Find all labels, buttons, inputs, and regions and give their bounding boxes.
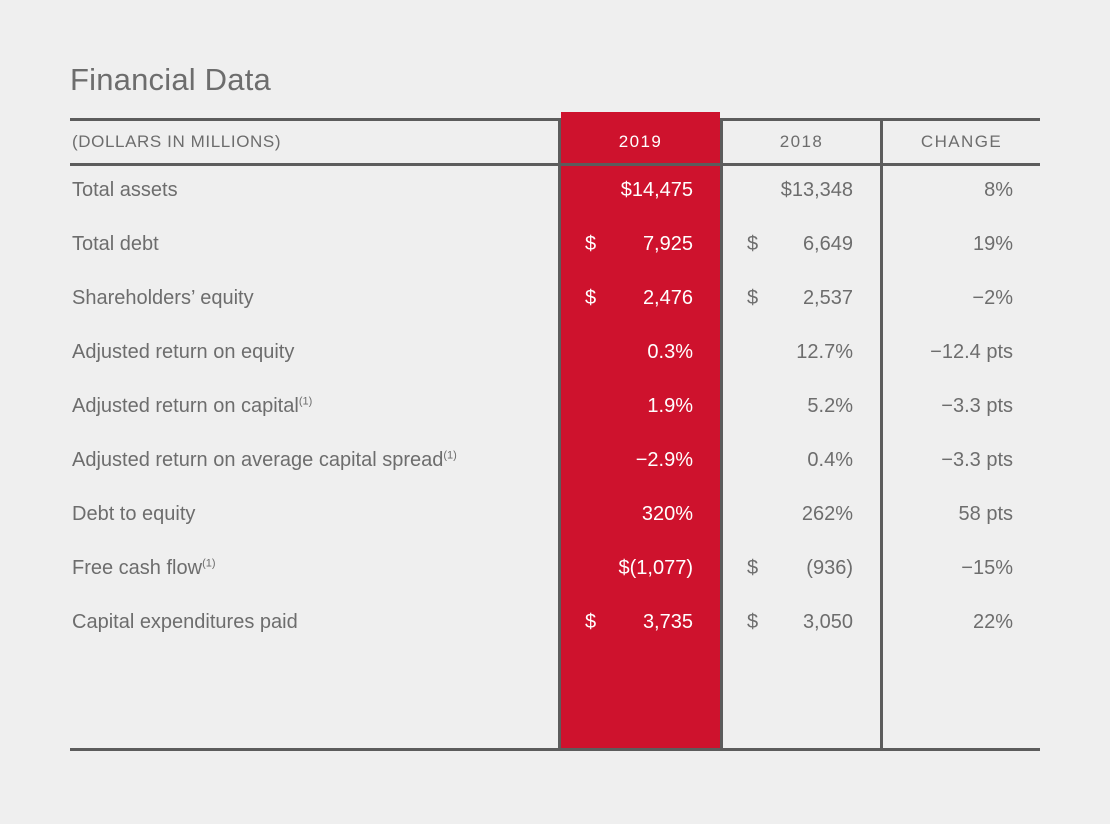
cell-change: 8% bbox=[984, 179, 1013, 201]
highlight-column-fill bbox=[561, 121, 720, 748]
footnote-marker: (1) bbox=[443, 449, 457, 462]
cell-value: 2,537 bbox=[802, 287, 853, 309]
table-row: Adjusted return on equity 0.3% 12.7% −12.4 … bbox=[70, 328, 1040, 382]
row-label: Adjusted return on average capital sprea… bbox=[72, 449, 457, 471]
currency-symbol: $ bbox=[585, 287, 597, 309]
cell-change: −2% bbox=[972, 287, 1013, 309]
cell-2019: 1.9% bbox=[561, 395, 720, 419]
table-row: Adjusted return on capital(1) 1.9% 5.2% −3.… bbox=[70, 382, 1040, 436]
footnote-marker: (1) bbox=[202, 557, 216, 570]
table-row: Free cash flow(1) $(1,077) $ (936) −15% bbox=[70, 544, 1040, 598]
table-top-rule bbox=[70, 118, 1040, 121]
cell-value: 320% bbox=[641, 503, 693, 525]
cell-value: 2,476 bbox=[642, 287, 693, 309]
cell-2018: $2,537 bbox=[723, 287, 880, 311]
cell-2019: 0.3% bbox=[561, 341, 720, 365]
row-label: Total debt bbox=[72, 233, 159, 255]
cell-value: 13,348 bbox=[791, 179, 853, 201]
table-header-row: (DOLLARS IN MILLIONS) 2019 2018 CHANGE bbox=[70, 121, 1040, 163]
column-header-2018: 2018 bbox=[779, 132, 824, 151]
cell-2018: 5.2% bbox=[723, 395, 880, 419]
cell-2018: 262% bbox=[723, 503, 880, 527]
currency-symbol: $ bbox=[585, 611, 597, 633]
cell-2019: $(1,077) bbox=[561, 557, 720, 581]
cell-2019: −2.9% bbox=[561, 449, 720, 473]
table-row: Total debt $7,925 $6,649 19% bbox=[70, 220, 1040, 274]
cell-2018: $13,348 bbox=[723, 179, 880, 203]
cell-change: −3.3 pts bbox=[941, 395, 1013, 417]
column-divider-right bbox=[880, 121, 883, 748]
table-row: Capital expenditures paid $3,735 $3,050 22% bbox=[70, 598, 1040, 652]
table-row: Debt to equity 320% 262% 58 pts bbox=[70, 490, 1040, 544]
table-body: Total assets $14,475 $13,348 8% Total debt $7… bbox=[70, 166, 1040, 652]
cell-change: −12.4 pts bbox=[930, 341, 1013, 363]
cell-value: (936) bbox=[806, 557, 853, 579]
row-label: Total assets bbox=[72, 179, 178, 201]
cell-2018: $3,050 bbox=[723, 611, 880, 635]
column-divider-left bbox=[558, 121, 561, 748]
cell-2019: $3,735 bbox=[561, 611, 720, 635]
cell-change: −15% bbox=[961, 557, 1013, 579]
cell-change: 58 pts bbox=[958, 503, 1013, 525]
cell-value: 1.9% bbox=[647, 395, 693, 417]
cell-change: 22% bbox=[972, 611, 1013, 633]
row-label: Shareholders’ equity bbox=[72, 287, 254, 309]
cell-change: 19% bbox=[972, 233, 1013, 255]
currency-symbol: $ bbox=[747, 287, 759, 309]
cell-value: 7,925 bbox=[642, 233, 693, 255]
cell-value: 14,475 bbox=[631, 179, 693, 201]
cell-value: 3,050 bbox=[802, 611, 853, 633]
column-header-2019: 2019 bbox=[618, 132, 663, 151]
cell-2018: $ (936) bbox=[723, 557, 880, 581]
cell-value: 0.3% bbox=[647, 341, 693, 363]
units-label: (DOLLARS IN MILLIONS) bbox=[72, 132, 282, 151]
row-label: Free cash flow(1) bbox=[72, 557, 216, 579]
table-row: Total assets $14,475 $13,348 8% bbox=[70, 166, 1040, 220]
cell-value: 12.7% bbox=[796, 341, 853, 363]
currency-symbol: $ bbox=[747, 233, 759, 255]
cell-2018: 0.4% bbox=[723, 449, 880, 473]
row-label: Capital expenditures paid bbox=[72, 611, 298, 633]
page-title: Financial Data bbox=[70, 62, 271, 97]
row-label: Debt to equity bbox=[72, 503, 196, 525]
footnote-marker: (1) bbox=[298, 395, 313, 408]
cell-2019: $2,476 bbox=[561, 287, 720, 311]
cell-2019: 320% bbox=[561, 503, 720, 527]
cell-value: 3,735 bbox=[642, 611, 693, 633]
cell-2019: $14,475 bbox=[561, 179, 720, 203]
currency-symbol: $ bbox=[620, 179, 632, 201]
currency-symbol: $ bbox=[780, 179, 792, 201]
row-label: Adjusted return on equity bbox=[72, 341, 295, 363]
cell-change: −3.3 pts bbox=[941, 449, 1013, 471]
cell-2019: $7,925 bbox=[561, 233, 720, 257]
currency-symbol: $ bbox=[747, 557, 759, 579]
currency-symbol: $ bbox=[747, 611, 759, 633]
cell-2018: $6,649 bbox=[723, 233, 880, 257]
table-bottom-rule bbox=[70, 748, 1040, 751]
cell-2018: 12.7% bbox=[723, 341, 880, 365]
column-header-change: CHANGE bbox=[920, 132, 1003, 151]
cell-value: 5.2% bbox=[807, 395, 853, 417]
table-row: Adjusted return on average capital sprea… bbox=[70, 436, 1040, 490]
cell-value: 0.4% bbox=[807, 449, 853, 471]
currency-symbol: $ bbox=[585, 233, 597, 255]
column-divider-middle bbox=[720, 121, 723, 748]
table-row: Shareholders’ equity $2,476 $2,537 −2% bbox=[70, 274, 1040, 328]
cell-value: 262% bbox=[801, 503, 853, 525]
cell-value: −2.9% bbox=[635, 449, 693, 471]
table-header-rule bbox=[70, 163, 1040, 166]
row-label: Adjusted return on capital(1) bbox=[72, 395, 313, 417]
currency-symbol: $ bbox=[618, 557, 630, 579]
cell-value: 6,649 bbox=[802, 233, 853, 255]
cell-value: (1,077) bbox=[629, 557, 693, 579]
